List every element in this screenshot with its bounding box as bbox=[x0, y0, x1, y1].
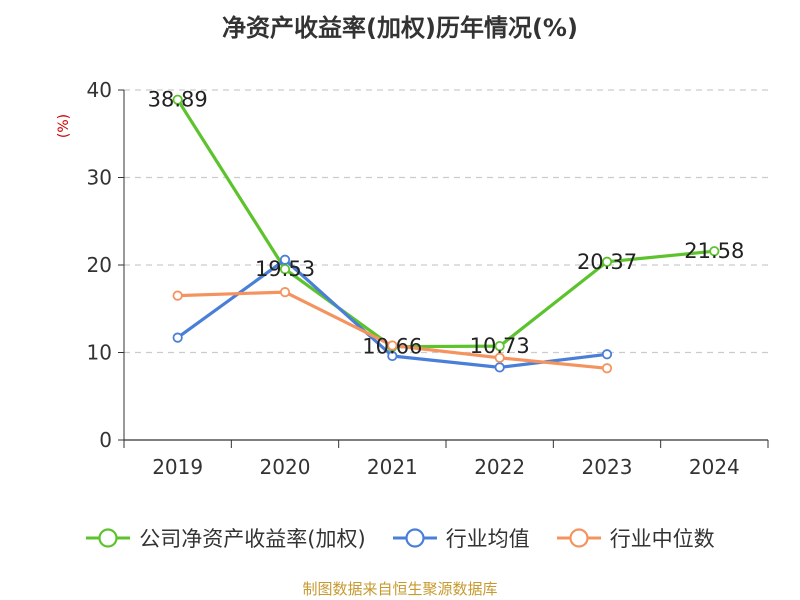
y-tick-label: 0 bbox=[99, 428, 112, 452]
legend: 公司净资产收益率(加权) 行业均值 行业中位数 bbox=[0, 520, 800, 556]
legend-item: 行业中位数 bbox=[556, 523, 715, 553]
y-tick-label: 10 bbox=[87, 341, 112, 365]
data-label: 20.37 bbox=[577, 250, 637, 274]
x-tick-label: 2020 bbox=[260, 455, 311, 479]
data-point bbox=[494, 362, 505, 373]
series-lines bbox=[172, 94, 720, 374]
data-point bbox=[172, 332, 183, 343]
data-point bbox=[279, 287, 291, 298]
legend-label: 公司净资产收益率(加权) bbox=[139, 527, 366, 551]
legend-marker bbox=[556, 528, 601, 548]
y-tick-label: 30 bbox=[87, 166, 112, 190]
legend-marker bbox=[86, 528, 131, 548]
series-line-0 bbox=[176, 98, 716, 349]
data-point bbox=[279, 264, 291, 275]
data-point bbox=[601, 256, 613, 267]
data-labels: 38.89 19.53 10.66 10.73 20.37 21.58 bbox=[148, 88, 745, 359]
y-tick-label: 40 bbox=[87, 78, 112, 102]
data-point bbox=[387, 350, 398, 362]
data-point bbox=[601, 363, 613, 374]
y-axis-label: (%) bbox=[56, 114, 72, 138]
data-point bbox=[494, 352, 505, 363]
data-point bbox=[494, 341, 505, 352]
data-label: 10.73 bbox=[470, 334, 530, 358]
source-note: 制图数据来自恒生聚源数据库 bbox=[302, 580, 498, 598]
data-label: 38.89 bbox=[148, 88, 208, 112]
data-label: 21.58 bbox=[684, 239, 744, 263]
data-point bbox=[279, 254, 291, 265]
data-label: 10.66 bbox=[362, 335, 422, 359]
x-tick-label: 2024 bbox=[689, 455, 740, 479]
data-point bbox=[709, 246, 720, 257]
legend-item: 公司净资产收益率(加权) bbox=[85, 523, 366, 553]
legend-marker bbox=[392, 528, 437, 548]
data-point bbox=[601, 349, 613, 360]
x-tick-label: 2021 bbox=[367, 455, 418, 479]
x-tick-label: 2023 bbox=[582, 455, 633, 479]
data-point bbox=[172, 94, 183, 105]
grid-lines bbox=[124, 89, 768, 354]
axes: 0 10 20 30 40 (%) 2019 2020 2021 2022 2023 2024 bbox=[56, 78, 769, 479]
data-point bbox=[172, 290, 183, 301]
legend-label: 行业中位数 bbox=[609, 527, 715, 551]
legend-item: 行业均值 bbox=[392, 523, 530, 553]
data-point bbox=[387, 340, 398, 351]
chart-title: 净资产收益率(加权)历年情况(%) bbox=[222, 14, 578, 42]
x-tick-label: 2022 bbox=[474, 455, 525, 479]
legend-label: 行业均值 bbox=[445, 527, 530, 551]
data-label: 19.53 bbox=[255, 257, 315, 281]
x-tick-label: 2019 bbox=[152, 455, 203, 479]
y-tick-label: 20 bbox=[87, 253, 112, 277]
